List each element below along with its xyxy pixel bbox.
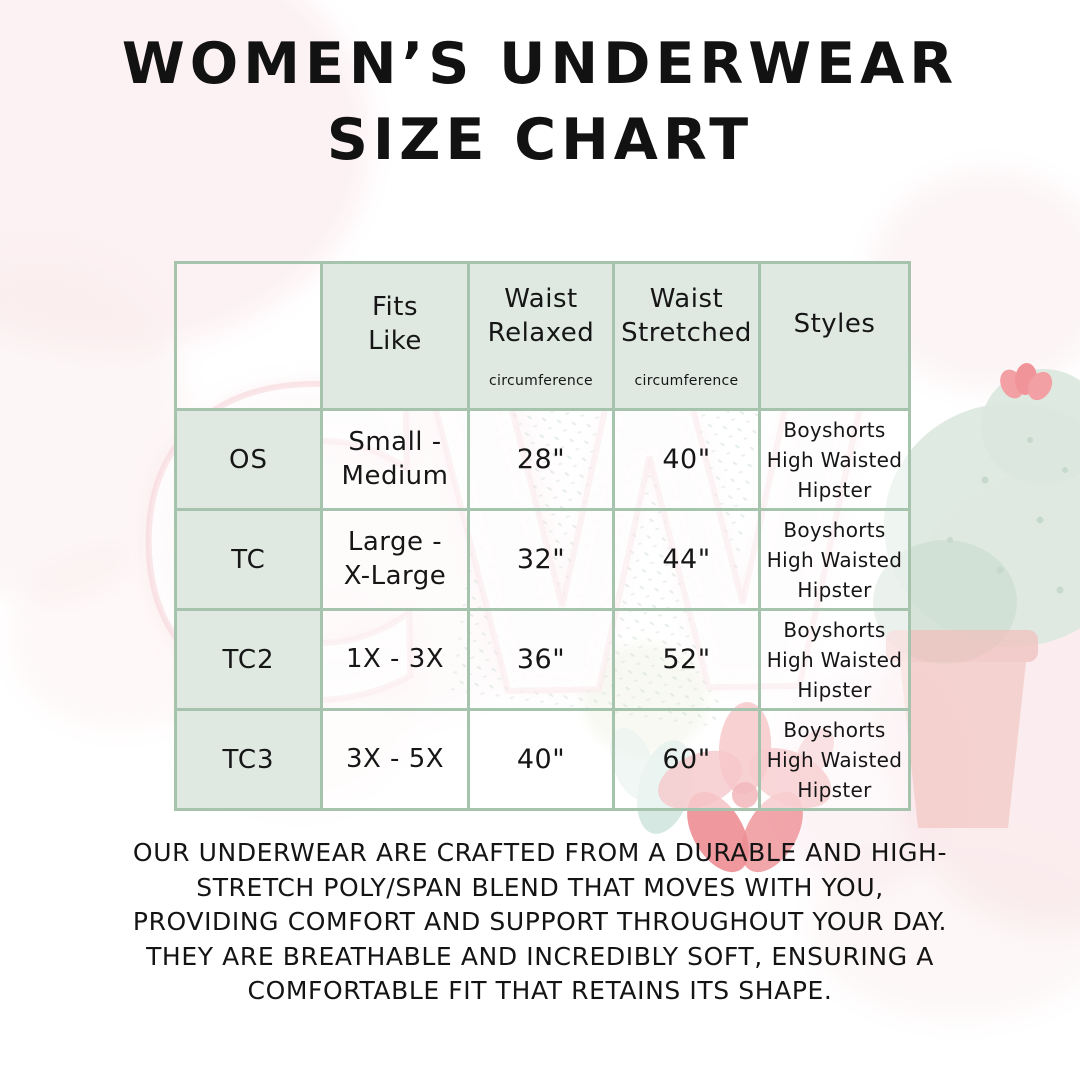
plant-pot-illustration <box>886 630 1038 828</box>
header-fits-like: Fits Like <box>320 260 470 412</box>
waist-stretched-cell: 44" <box>612 508 761 612</box>
waist-stretched-cell: 60" <box>612 708 761 812</box>
table-header-row: Fits Like Waist Relaxed circumference Wa… <box>174 260 911 412</box>
title-line-2: SIZE CHART <box>326 107 754 174</box>
page-title: WOMEN’S UNDERWEAR SIZE CHART <box>0 26 1080 179</box>
header-label: Waist Relaxed <box>487 284 595 348</box>
cactus-flower-icon <box>1000 363 1053 401</box>
header-subtext: circumference <box>634 372 739 389</box>
table-row: TC Large - X-Large 32" 44" Boyshorts Hig… <box>174 508 911 612</box>
styles-cell: Boyshorts High Waisted Hipster <box>758 608 911 712</box>
size-label: TC <box>174 508 323 612</box>
fits-like-cell: 3X - 5X <box>320 708 470 812</box>
table-row: OS Small - Medium 28" 40" Boyshorts High… <box>174 408 911 512</box>
header-waist-relaxed: Waist Relaxed circumference <box>467 260 615 412</box>
fits-like-cell: Large - X-Large <box>320 508 470 612</box>
header-waist-stretched: Waist Stretched circumference <box>612 260 761 412</box>
waist-relaxed-cell: 40" <box>467 708 615 812</box>
styles-cell: Boyshorts High Waisted Hipster <box>758 408 911 512</box>
size-label: TC2 <box>174 608 323 712</box>
waist-relaxed-cell: 28" <box>467 408 615 512</box>
header-label: Fits Like <box>368 292 422 357</box>
title-line-1: WOMEN’S UNDERWEAR <box>121 31 959 97</box>
table-row: TC3 3X - 5X 40" 60" Boyshorts High Waist… <box>174 708 911 812</box>
header-subtext: circumference <box>489 372 593 389</box>
fits-like-cell: Small - Medium <box>320 408 470 512</box>
size-label: TC3 <box>174 708 323 812</box>
header-label: Waist Stretched <box>621 284 752 348</box>
waist-stretched-cell: 40" <box>612 408 761 512</box>
styles-cell: Boyshorts High Waisted Hipster <box>758 508 911 612</box>
size-chart-table: Fits Like Waist Relaxed circumference Wa… <box>174 260 911 812</box>
size-label: OS <box>174 408 323 512</box>
product-description: OUR UNDERWEAR ARE CRAFTED FROM A DURABLE… <box>132 838 948 1005</box>
waist-relaxed-cell: 36" <box>467 608 615 712</box>
waist-stretched-cell: 52" <box>612 608 761 712</box>
waist-relaxed-cell: 32" <box>467 508 615 612</box>
fits-like-cell: 1X - 3X <box>320 608 470 712</box>
header-label: Styles <box>793 309 876 340</box>
styles-cell: Boyshorts High Waisted Hipster <box>758 708 911 812</box>
table-corner-empty <box>174 260 323 412</box>
header-styles: Styles <box>758 260 911 412</box>
table-row: TC2 1X - 3X 36" 52" Boyshorts High Waist… <box>174 608 911 712</box>
